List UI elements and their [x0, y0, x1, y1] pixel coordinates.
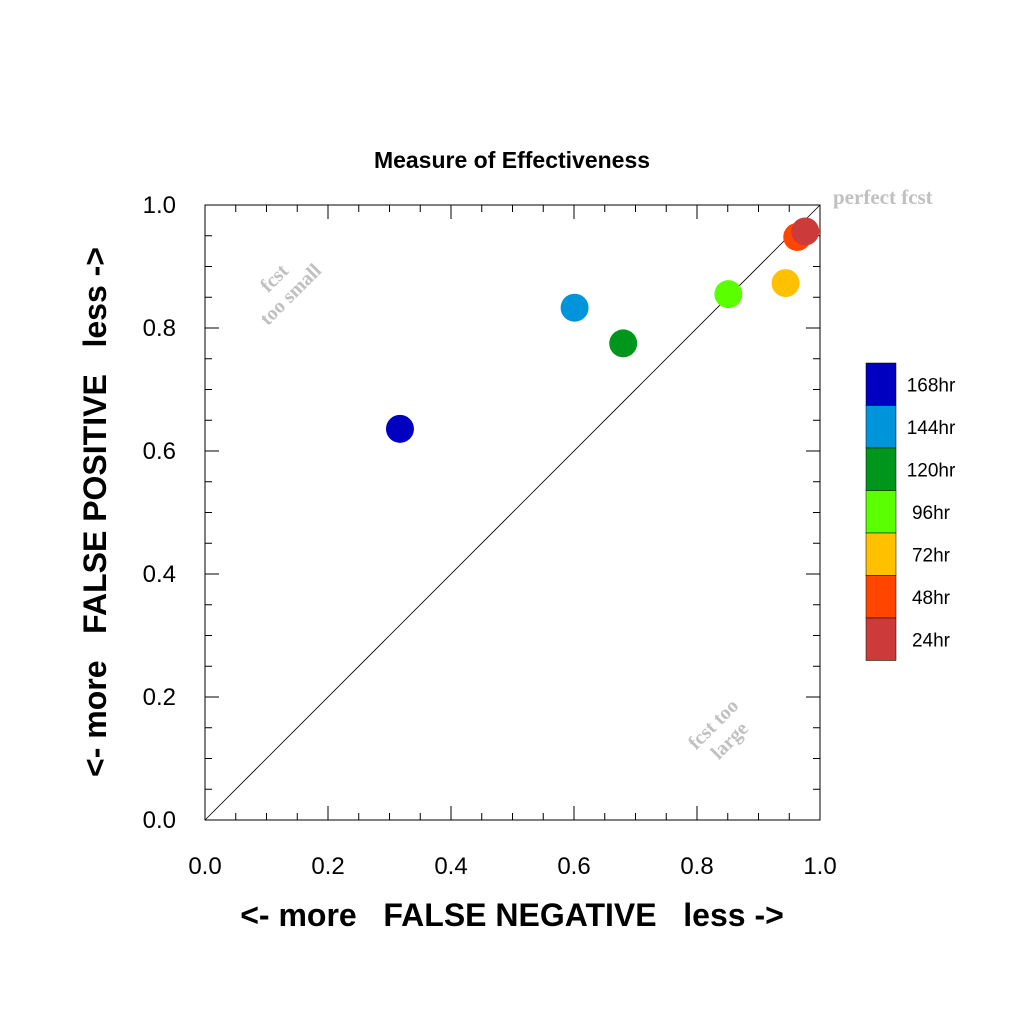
- point-144hr: [560, 293, 589, 322]
- legend-swatch-120hr: [865, 447, 897, 491]
- legend-swatch-72hr: [865, 532, 897, 576]
- legend-swatch-168hr: [865, 362, 897, 406]
- legend: 168hr 144hr 120hr 96hr 72hr 48hr 24hr: [865, 362, 956, 661]
- chart-title: Measure of Effectiveness: [374, 147, 650, 173]
- x-tick-label: 0.0: [188, 853, 221, 880]
- legend-label-168hr: 168hr: [907, 375, 956, 396]
- x-tick-label: 0.2: [311, 853, 344, 880]
- point-96hr: [714, 280, 743, 309]
- point-72hr: [771, 269, 800, 298]
- legend-swatch-144hr: [865, 405, 897, 449]
- point-24hr: [791, 217, 820, 246]
- diagonal-reference-line: [204, 204, 821, 821]
- x-tick-label: 1.0: [803, 853, 836, 880]
- y-tick-labels: 0.0 0.2 0.4 0.6 0.8 1.0: [143, 192, 176, 834]
- point-168hr: [385, 414, 414, 443]
- y-tick-label: 0.2: [143, 684, 176, 711]
- y-tick-label: 0.8: [143, 315, 176, 342]
- x-tick-labels: 0.0 0.2 0.4 0.6 0.8 1.0: [188, 853, 836, 880]
- y-axis-label: <- more FALSE POSITIVE less ->: [77, 247, 113, 777]
- y-tick-label: 1.0: [143, 192, 176, 219]
- point-120hr: [609, 329, 638, 358]
- data-points: [385, 217, 820, 443]
- perfect-fcst-annotation: perfect fcst: [833, 185, 933, 209]
- legend-label-96hr: 96hr: [912, 503, 951, 524]
- y-tick-label: 0.6: [143, 438, 176, 465]
- x-tick-label: 0.4: [434, 853, 467, 880]
- y-tick-label: 0.0: [143, 807, 176, 834]
- legend-swatch-48hr: [865, 575, 897, 619]
- too-large-annotation: fcst too large: [684, 695, 753, 764]
- x-tick-label: 0.8: [680, 853, 713, 880]
- too-small-annotation: fcst too small: [256, 259, 326, 329]
- legend-label-120hr: 120hr: [907, 460, 956, 481]
- legend-label-144hr: 144hr: [907, 418, 956, 439]
- legend-label-24hr: 24hr: [912, 630, 951, 651]
- legend-swatch-96hr: [865, 490, 897, 534]
- legend-label-72hr: 72hr: [912, 545, 951, 566]
- x-axis-label: <- more FALSE NEGATIVE less ->: [240, 897, 784, 933]
- legend-swatch-24hr: [865, 617, 897, 661]
- legend-label-48hr: 48hr: [912, 588, 951, 609]
- y-tick-label: 0.4: [143, 561, 176, 588]
- x-tick-label: 0.6: [557, 853, 590, 880]
- axis-ticks: [204, 204, 821, 821]
